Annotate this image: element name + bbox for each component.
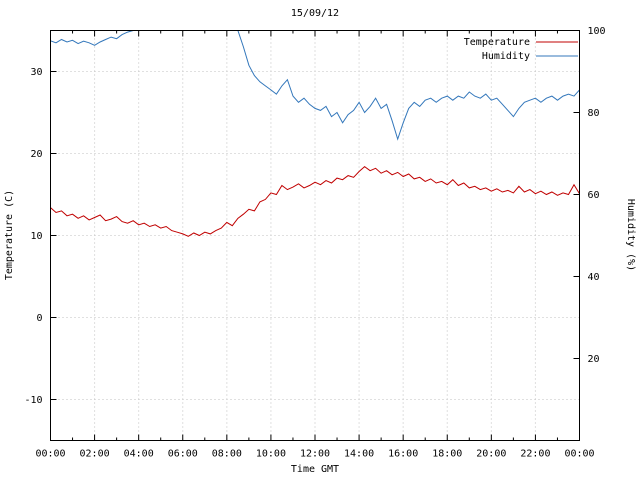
y-tick-label: 0 <box>36 313 42 324</box>
grid-lines <box>50 30 580 441</box>
x-tick-label: 04:00 <box>124 449 154 460</box>
x-tick-label: 14:00 <box>344 449 374 460</box>
x-tick-label: 00:00 <box>564 449 594 460</box>
legend-label-temperature: Temperature <box>464 37 530 48</box>
y2-tick-label: 80 <box>588 108 600 119</box>
x-tick-label: 02:00 <box>80 449 110 460</box>
y2-tick-label: 40 <box>588 272 600 283</box>
legend-label-humidity: Humidity <box>482 51 530 62</box>
x-axis-label: Time GMT <box>291 464 339 475</box>
y-tick-label: -10 <box>24 395 42 406</box>
series-temperature <box>50 165 580 237</box>
x-tick-label: 06:00 <box>168 449 198 460</box>
y-tick-label: 30 <box>30 67 42 78</box>
y2-tick-label: 60 <box>588 190 600 201</box>
axis-tick-labels: 00:00 02:00 04:00 06:00 08:00 10:00 12:00 14:00… <box>24 26 605 460</box>
y2-tick-label: 20 <box>588 354 600 365</box>
x-tick-label: 20:00 <box>476 449 506 460</box>
y-tick-label: 20 <box>30 149 42 160</box>
x-tick-label: 18:00 <box>432 449 462 460</box>
x-tick-label: 12:00 <box>300 449 330 460</box>
x-tick-label: 00:00 <box>35 449 65 460</box>
x-tick-label: 22:00 <box>520 449 550 460</box>
y-tick-label: 10 <box>30 231 42 242</box>
legend: Temperature Humidity <box>464 37 578 62</box>
y2-tick-label: 100 <box>588 26 606 37</box>
axis-ticks <box>50 30 580 441</box>
x-tick-label: 10:00 <box>256 449 286 460</box>
y-axis-label: Temperature (C) <box>4 190 15 280</box>
chart-title: 15/09/12 <box>291 8 339 19</box>
x-tick-label: 08:00 <box>212 449 242 460</box>
y2-axis-label: Humidity (%) <box>625 199 636 271</box>
x-tick-label: 16:00 <box>388 449 418 460</box>
